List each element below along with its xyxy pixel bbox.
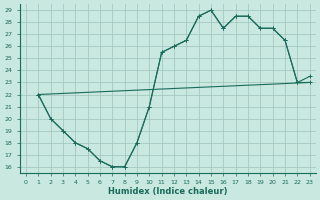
- X-axis label: Humidex (Indice chaleur): Humidex (Indice chaleur): [108, 187, 228, 196]
